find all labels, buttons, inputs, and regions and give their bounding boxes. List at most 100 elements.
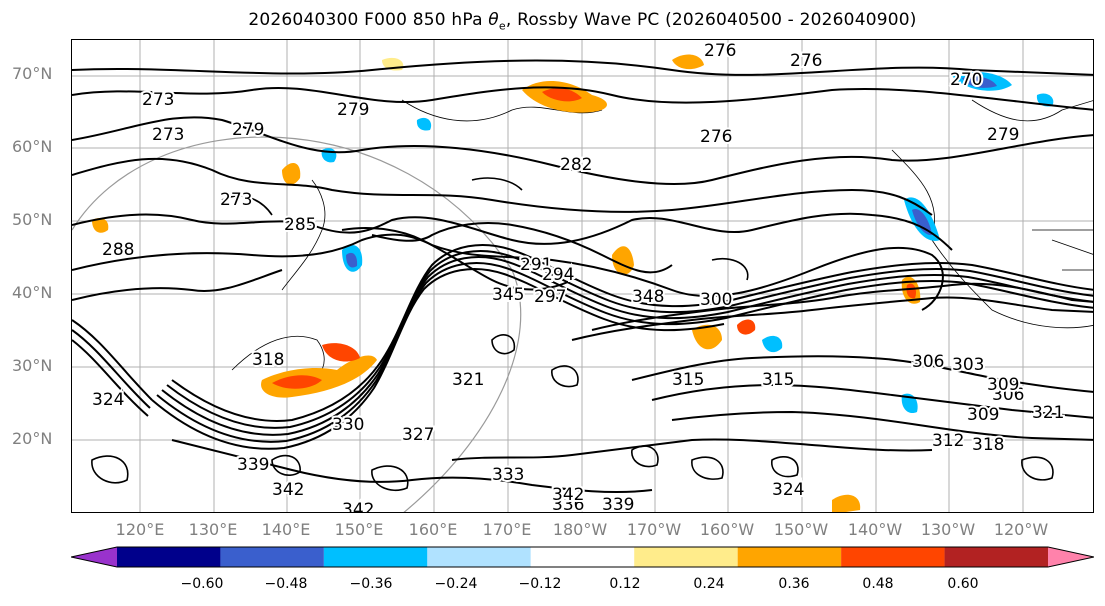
small-contours bbox=[91, 177, 1054, 492]
lat-label: 70°N bbox=[12, 64, 53, 83]
contour-label: 318 bbox=[972, 435, 1004, 455]
colorbar-segment bbox=[427, 547, 531, 567]
anomaly-patch bbox=[322, 343, 360, 362]
lon-label: 170°E bbox=[482, 520, 532, 539]
graticule bbox=[72, 40, 1093, 512]
contour-label: 306 bbox=[912, 352, 944, 372]
colorbar-tick-label: 0.24 bbox=[693, 576, 725, 592]
lon-label: 160°W bbox=[699, 520, 755, 539]
contour-label: 324 bbox=[92, 390, 124, 410]
anomaly-patch bbox=[416, 117, 432, 131]
colorbar-tick-label: −0.24 bbox=[434, 576, 478, 592]
lat-label: 20°N bbox=[12, 429, 53, 448]
anomaly-patch bbox=[906, 283, 917, 299]
contour-label: 285 bbox=[284, 215, 316, 235]
anomaly-patch bbox=[92, 218, 109, 233]
anomaly-patch bbox=[272, 375, 322, 389]
anomaly-patch bbox=[737, 319, 756, 335]
colorbar-segment bbox=[220, 547, 324, 567]
contour-label: 273 bbox=[142, 90, 174, 110]
anomaly-patch bbox=[692, 324, 722, 350]
lon-label: 180°W bbox=[552, 520, 608, 539]
contour-label: 306 bbox=[992, 385, 1024, 405]
shading-negative bbox=[321, 71, 1054, 414]
contour-label: 333 bbox=[492, 465, 524, 485]
contour-label: 321 bbox=[452, 370, 484, 390]
lat-label: 60°N bbox=[12, 137, 53, 156]
contour-label: 291 bbox=[520, 255, 552, 275]
contour-label: 339 bbox=[237, 455, 269, 475]
contour-label: 294 bbox=[542, 265, 574, 285]
contour-label: 342 bbox=[552, 485, 584, 505]
colorbar-segment bbox=[530, 547, 635, 567]
anomaly-patch bbox=[346, 252, 358, 268]
contour-label: 330 bbox=[332, 415, 364, 435]
anomaly-patch bbox=[962, 76, 997, 88]
contour-label: 309 bbox=[967, 405, 999, 425]
colorbar-segment bbox=[117, 547, 221, 567]
colorbar-segment bbox=[944, 547, 1048, 567]
contour-label: 276 bbox=[704, 41, 736, 61]
colorbar-segment bbox=[71, 547, 117, 567]
lon-label: 170°W bbox=[626, 520, 682, 539]
lat-label: 30°N bbox=[12, 356, 53, 375]
contour-label: 321 bbox=[1032, 403, 1064, 423]
lon-label: 120°W bbox=[993, 520, 1049, 539]
coastlines bbox=[231, 99, 1093, 386]
lon-label: 150°E bbox=[334, 520, 384, 539]
contour-label: 279 bbox=[232, 120, 264, 140]
contour-labels: 273 276 276 273 279 279 270 279 276 282 273 285 288 2… bbox=[90, 40, 1066, 513]
lon-label: 140°W bbox=[847, 520, 903, 539]
colorbar-tick-label: 0.12 bbox=[609, 576, 641, 592]
contour-label: 315 bbox=[672, 370, 704, 390]
contour-label: 318 bbox=[252, 350, 284, 370]
colorbar-segment bbox=[841, 547, 945, 567]
map-title: 2026040300 F000 850 hPa θe, Rossby Wave … bbox=[248, 10, 917, 33]
map-panel: 273 276 276 273 279 279 270 279 276 282 273 285 288 2… bbox=[71, 39, 1094, 513]
colorbar-segment bbox=[737, 547, 842, 567]
theta-e-contours bbox=[72, 59, 1093, 494]
contour-label: 270 bbox=[950, 70, 982, 90]
contour-label: 348 bbox=[632, 287, 664, 307]
contour-label: 276 bbox=[790, 51, 822, 71]
contour-label: 324 bbox=[772, 480, 804, 500]
contour-label: 276 bbox=[700, 127, 732, 147]
lon-label: 140°E bbox=[261, 520, 311, 539]
anomaly-patch bbox=[762, 335, 783, 353]
anomaly-patch bbox=[542, 88, 582, 102]
contour-label: 342 bbox=[272, 480, 304, 500]
contour-label: 297 bbox=[534, 287, 566, 307]
contour-label: 288 bbox=[102, 240, 134, 260]
jet-stream-band bbox=[72, 244, 1093, 450]
anomaly-patch bbox=[912, 209, 932, 236]
colorbar-tick-label: −0.60 bbox=[180, 576, 224, 592]
contour-label: 279 bbox=[987, 125, 1019, 145]
lon-label: 130°W bbox=[920, 520, 976, 539]
colorbar-segment bbox=[1048, 547, 1094, 567]
contour-label: 279 bbox=[337, 100, 369, 120]
lat-label: 40°N bbox=[12, 283, 53, 302]
contour-label: 309 bbox=[987, 375, 1019, 395]
contour-label: 312 bbox=[932, 431, 964, 451]
contour-label: 300 bbox=[700, 290, 732, 310]
contour-label: 342 bbox=[342, 500, 374, 513]
contour-label: 315 bbox=[762, 370, 794, 390]
anomaly-patch bbox=[672, 54, 704, 70]
colorbar-outline bbox=[71, 546, 1094, 568]
anomaly-patch bbox=[832, 494, 861, 512]
contour-label: 273 bbox=[220, 190, 252, 210]
contour-label: 345 bbox=[492, 285, 524, 305]
colorbar-segment bbox=[323, 547, 428, 567]
map-canvas: 273 276 276 273 279 279 270 279 276 282 273 285 288 2… bbox=[72, 40, 1093, 513]
lon-label: 150°W bbox=[773, 520, 829, 539]
colorbar-segment bbox=[634, 547, 738, 567]
contour-label: 336 bbox=[552, 495, 584, 513]
projection-circle bbox=[72, 136, 522, 512]
lon-label: 160°E bbox=[408, 520, 458, 539]
anomaly-patch bbox=[282, 163, 301, 185]
contour-label: 303 bbox=[952, 355, 984, 375]
colorbar-tick-label: −0.48 bbox=[264, 576, 308, 592]
colorbar-tick-label: 0.60 bbox=[947, 576, 979, 592]
colorbar-tick-label: 0.48 bbox=[862, 576, 894, 592]
lat-label: 50°N bbox=[12, 210, 53, 229]
